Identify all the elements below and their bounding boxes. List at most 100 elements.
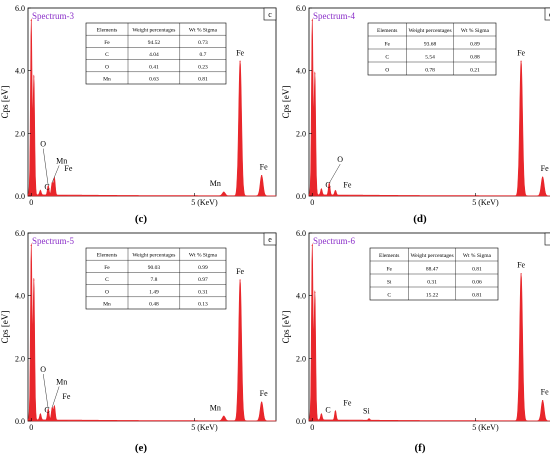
peak-point [33, 76, 35, 78]
composition-table: Elements Weight percentages Wt % Sigma Fe 94… [85, 22, 227, 85]
peak-point [311, 19, 313, 22]
spectrum-area [308, 243, 550, 422]
table-header-cell: Wt % Sigma [189, 253, 218, 259]
peak-point [314, 73, 316, 75]
panel-caption: (e) [135, 442, 148, 454]
x-tick-label-zero: 0 [29, 198, 33, 207]
y-tick-label: 6.0 [296, 229, 306, 238]
table-cell: 0.31 [427, 279, 437, 285]
y-tick-label: 2.0 [296, 129, 306, 138]
peak-point [239, 279, 241, 281]
peak-point [223, 415, 225, 417]
peak-label: Fe [343, 399, 351, 408]
table-cell: Si [387, 279, 392, 285]
y-tick-label: 4.0 [15, 292, 25, 301]
table-header-cell: Wt % Sigma [461, 28, 490, 34]
table-header-cell: Elements [97, 253, 117, 259]
table-cell: 0.41 [149, 64, 159, 70]
peak-point [314, 291, 316, 294]
peak-label: C [325, 406, 330, 415]
y-axis-label: Cps [eV] [281, 86, 291, 119]
table-cell: 0.97 [198, 277, 208, 283]
peak-point [53, 178, 56, 180]
peak-label: O [337, 155, 343, 164]
peak-label: Mn [56, 156, 67, 165]
peak-point [320, 189, 322, 191]
peak-label: Si [363, 406, 370, 415]
x-tick-label: 5 (KeV) [472, 198, 499, 207]
peak-label: Fe [236, 267, 244, 276]
x-tick-label: 5 (KeV) [191, 423, 218, 432]
table-cell: C [105, 52, 109, 58]
panel-caption: (c) [135, 213, 148, 225]
table-cell: 0.81 [472, 266, 482, 272]
table-cell: 0.06 [472, 279, 482, 285]
y-tick-label: 4.0 [15, 67, 25, 76]
table-cell: 4.04 [149, 52, 159, 58]
peak-point [51, 182, 53, 185]
y-axis-label: Cps [eV] [0, 86, 10, 119]
x-tick-label: 5 (KeV) [472, 423, 499, 432]
spectrum-label: Spectrum-6 [313, 236, 355, 246]
table-cell: 0.89 [470, 41, 480, 47]
peak-point [328, 183, 330, 185]
table-cell: 90.03 [148, 265, 161, 271]
spectrum-panel-2: C O Fe Fe Fe 0.0 2.0 4.0 6.0 Cps [eV] 0 5 (KeV) Spec… [281, 4, 550, 225]
peak-point [520, 273, 522, 275]
table-cell: 0.7 [199, 52, 206, 58]
peak-label: Fe [260, 163, 268, 172]
peak-point [334, 411, 337, 413]
table-cell: Mn [103, 77, 111, 83]
peak-point [542, 400, 544, 402]
table-cell: 0.73 [198, 40, 208, 46]
peak-label: Fe [517, 261, 525, 270]
table-header-cell: Weight percentages [132, 28, 175, 34]
table-header-cell: Weight percentages [132, 253, 175, 259]
peak-point [368, 418, 370, 421]
peak-point [542, 176, 544, 178]
table-cell: 0.21 [470, 67, 480, 73]
peak-label: Mn [56, 377, 67, 386]
y-tick-label: 6.0 [296, 4, 306, 13]
peak-label: C [325, 181, 330, 190]
x-tick-label: 5 (KeV) [191, 198, 218, 207]
peak-leader-line [42, 373, 49, 410]
table-header-cell: Elements [377, 28, 397, 34]
panel-caption: (f) [415, 442, 426, 454]
y-axis-label: Cps [eV] [0, 311, 10, 344]
composition-table: Elements Weight percentages Wt % Sigma Fe 88… [369, 247, 499, 301]
table-frame [85, 247, 227, 310]
peak-point [261, 175, 263, 177]
table-cell: O [105, 64, 109, 70]
peak-label: O [40, 365, 46, 374]
y-tick-label: 2.0 [15, 354, 25, 363]
table-cell: 1.49 [149, 289, 159, 295]
corner-letter-box [263, 7, 277, 21]
x-tick-label-zero: 0 [310, 423, 314, 432]
peak-label: Fe [541, 164, 549, 173]
spectrum-panel-4: C Fe Si Fe Fe 0.0 2.0 4.0 6.0 Cps [eV] 0 5 (KeV) Spe… [281, 229, 550, 454]
peak-leader-line [42, 148, 49, 186]
corner-letter-box [544, 232, 550, 246]
peak-label: C [44, 406, 49, 415]
table-cell: Fe [104, 40, 110, 46]
peak-point [311, 244, 313, 247]
table-cell: 0.63 [149, 77, 159, 83]
y-tick-label: 4.0 [296, 292, 306, 301]
peak-point [334, 190, 337, 192]
table-cell: O [105, 289, 109, 295]
table-frame [85, 22, 227, 85]
composition-table: Elements Weight percentages Wt % Sigma Fe 90… [85, 247, 227, 310]
table-cell: C [385, 54, 389, 60]
table-cell: 93.68 [424, 41, 437, 47]
y-tick-label: 2.0 [296, 354, 306, 363]
peak-point [47, 409, 49, 411]
table-header-cell: Wt % Sigma [463, 253, 492, 259]
composition-table: Elements Weight percentages Wt % Sigma Fe 93… [367, 22, 497, 76]
corner-letter: c [268, 10, 272, 19]
table-cell: 0.23 [198, 64, 208, 70]
spectrum-label: Spectrum-5 [32, 236, 74, 246]
peak-point [223, 191, 225, 193]
spectrum-label: Spectrum-3 [32, 11, 74, 21]
